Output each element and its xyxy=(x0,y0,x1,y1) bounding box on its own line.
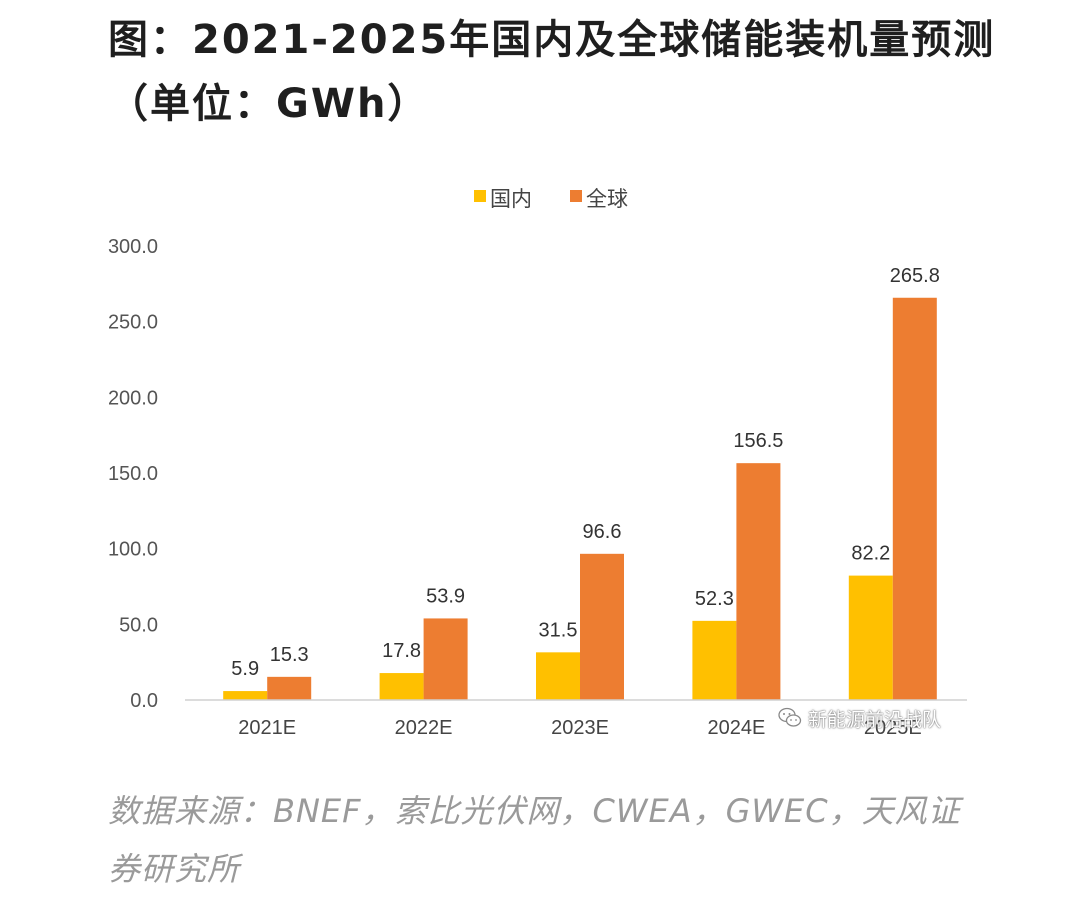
legend-swatch-0 xyxy=(474,190,486,202)
bar-global-2021E xyxy=(267,676,312,700)
chart-title: 图：2021-2025年国内及全球储能装机量预测（单位：GWh） xyxy=(108,17,996,127)
bars: 5.9 15.3 17.8 53.9 31.5 96.6 52.3 156.5 82.2 265.… xyxy=(223,265,940,700)
legend-swatch-1 xyxy=(570,190,582,202)
bar-domestic-2021E xyxy=(223,691,268,700)
y-tick-label-6: 300.0 xyxy=(108,236,158,258)
bar-domestic-2025E xyxy=(848,575,893,700)
legend: 国内 全球 xyxy=(474,188,628,211)
data-label-global-2022E: 53.9 xyxy=(426,585,465,607)
y-tick-label-2: 100.0 xyxy=(108,539,158,561)
bar-global-2024E xyxy=(736,463,781,700)
data-label-domestic-2021E: 5.9 xyxy=(231,658,259,680)
x-tick-label-2023E: 2023E xyxy=(551,717,609,739)
source-note: 数据来源：BNEF，索比光伏网，CWEA，GWEC，天风证券研究所 xyxy=(108,792,961,888)
bar-global-2023E xyxy=(580,553,624,700)
bar-domestic-2024E xyxy=(692,620,737,700)
y-tick-label-1: 50.0 xyxy=(119,614,158,636)
bar-domestic-2022E xyxy=(379,673,424,700)
data-label-global-2024E: 156.5 xyxy=(733,430,783,452)
data-label-domestic-2023E: 31.5 xyxy=(539,619,578,641)
bar-domestic-2023E xyxy=(536,652,580,700)
x-tick-label-2022E: 2022E xyxy=(395,717,453,739)
y-tick-label-0: 0.0 xyxy=(130,690,158,712)
data-label-domestic-2022E: 17.8 xyxy=(382,640,421,662)
x-tick-label-2021E: 2021E xyxy=(238,717,296,739)
watermark-text: 新能源前沿战队 xyxy=(808,708,942,731)
watermark: 新能源前沿战队 xyxy=(778,704,941,732)
bar-global-2022E xyxy=(423,618,468,700)
y-axis: 0.0 50.0 100.0 150.0 200.0 250.0 300.0 xyxy=(108,236,158,712)
data-label-domestic-2024E: 52.3 xyxy=(695,588,734,610)
x-tick-label-2024E: 2024E xyxy=(707,717,765,739)
legend-label-0: 国内 xyxy=(490,188,532,211)
x-tick-label-2025E: 2025E xyxy=(864,717,922,739)
wechat-icon xyxy=(778,707,802,727)
x-axis: 2021E 2022E 2023E 2024E 2025E xyxy=(185,699,967,739)
legend-label-1: 全球 xyxy=(586,188,628,211)
data-label-global-2023E: 96.6 xyxy=(583,521,622,543)
data-label-global-2025E: 265.8 xyxy=(890,265,940,287)
y-tick-label-4: 200.0 xyxy=(108,387,158,409)
y-tick-label-3: 150.0 xyxy=(108,463,158,485)
data-label-global-2021E: 15.3 xyxy=(270,644,309,666)
y-tick-label-5: 250.0 xyxy=(108,312,158,334)
bar-global-2025E xyxy=(892,297,937,700)
data-label-domestic-2025E: 82.2 xyxy=(851,543,890,565)
